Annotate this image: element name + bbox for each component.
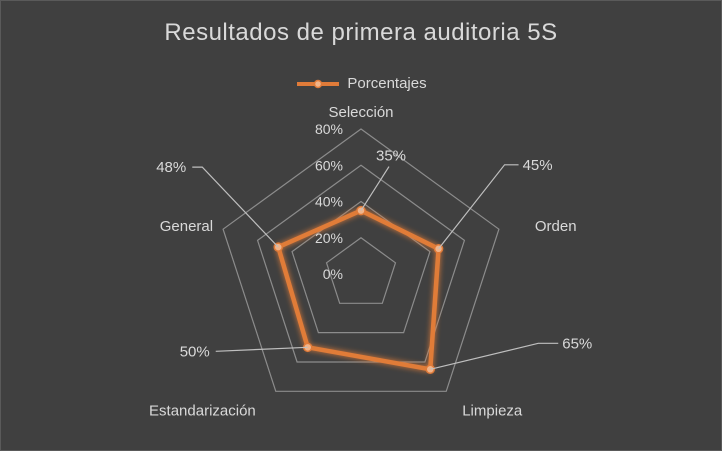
data-label: 48% (156, 159, 186, 176)
data-label: 50% (180, 343, 210, 360)
leader-line (192, 166, 279, 248)
grid-ring (291, 200, 431, 334)
radial-tick-label: 80% (315, 121, 343, 137)
leader-line (360, 166, 390, 211)
series-line (276, 208, 441, 372)
legend-series-marker (297, 79, 340, 88)
legend-series-label: Porcentajes (347, 75, 427, 92)
radial-tick-label: 0% (323, 266, 343, 282)
legend: Porcentajes (1, 75, 721, 92)
category-label: Limpieza (462, 402, 523, 419)
grid-ring (256, 164, 466, 363)
data-label: 35% (376, 148, 406, 165)
leader-line (215, 346, 308, 352)
chart-title: Resultados de primera auditoria 5S (164, 19, 558, 46)
radial-tick-label: 60% (315, 157, 343, 173)
category-label: Orden (535, 218, 577, 235)
data-label: 45% (523, 157, 553, 174)
radial-tick-label: 20% (315, 230, 343, 246)
data-label: 65% (562, 335, 592, 352)
leader-line (438, 164, 519, 250)
category-label: Estandarización (149, 402, 256, 419)
radial-tick-label: 40% (315, 194, 343, 210)
category-label: Selección (328, 104, 393, 121)
category-label: General (160, 218, 213, 235)
grid-ring (325, 237, 397, 304)
leader-line (430, 342, 559, 370)
